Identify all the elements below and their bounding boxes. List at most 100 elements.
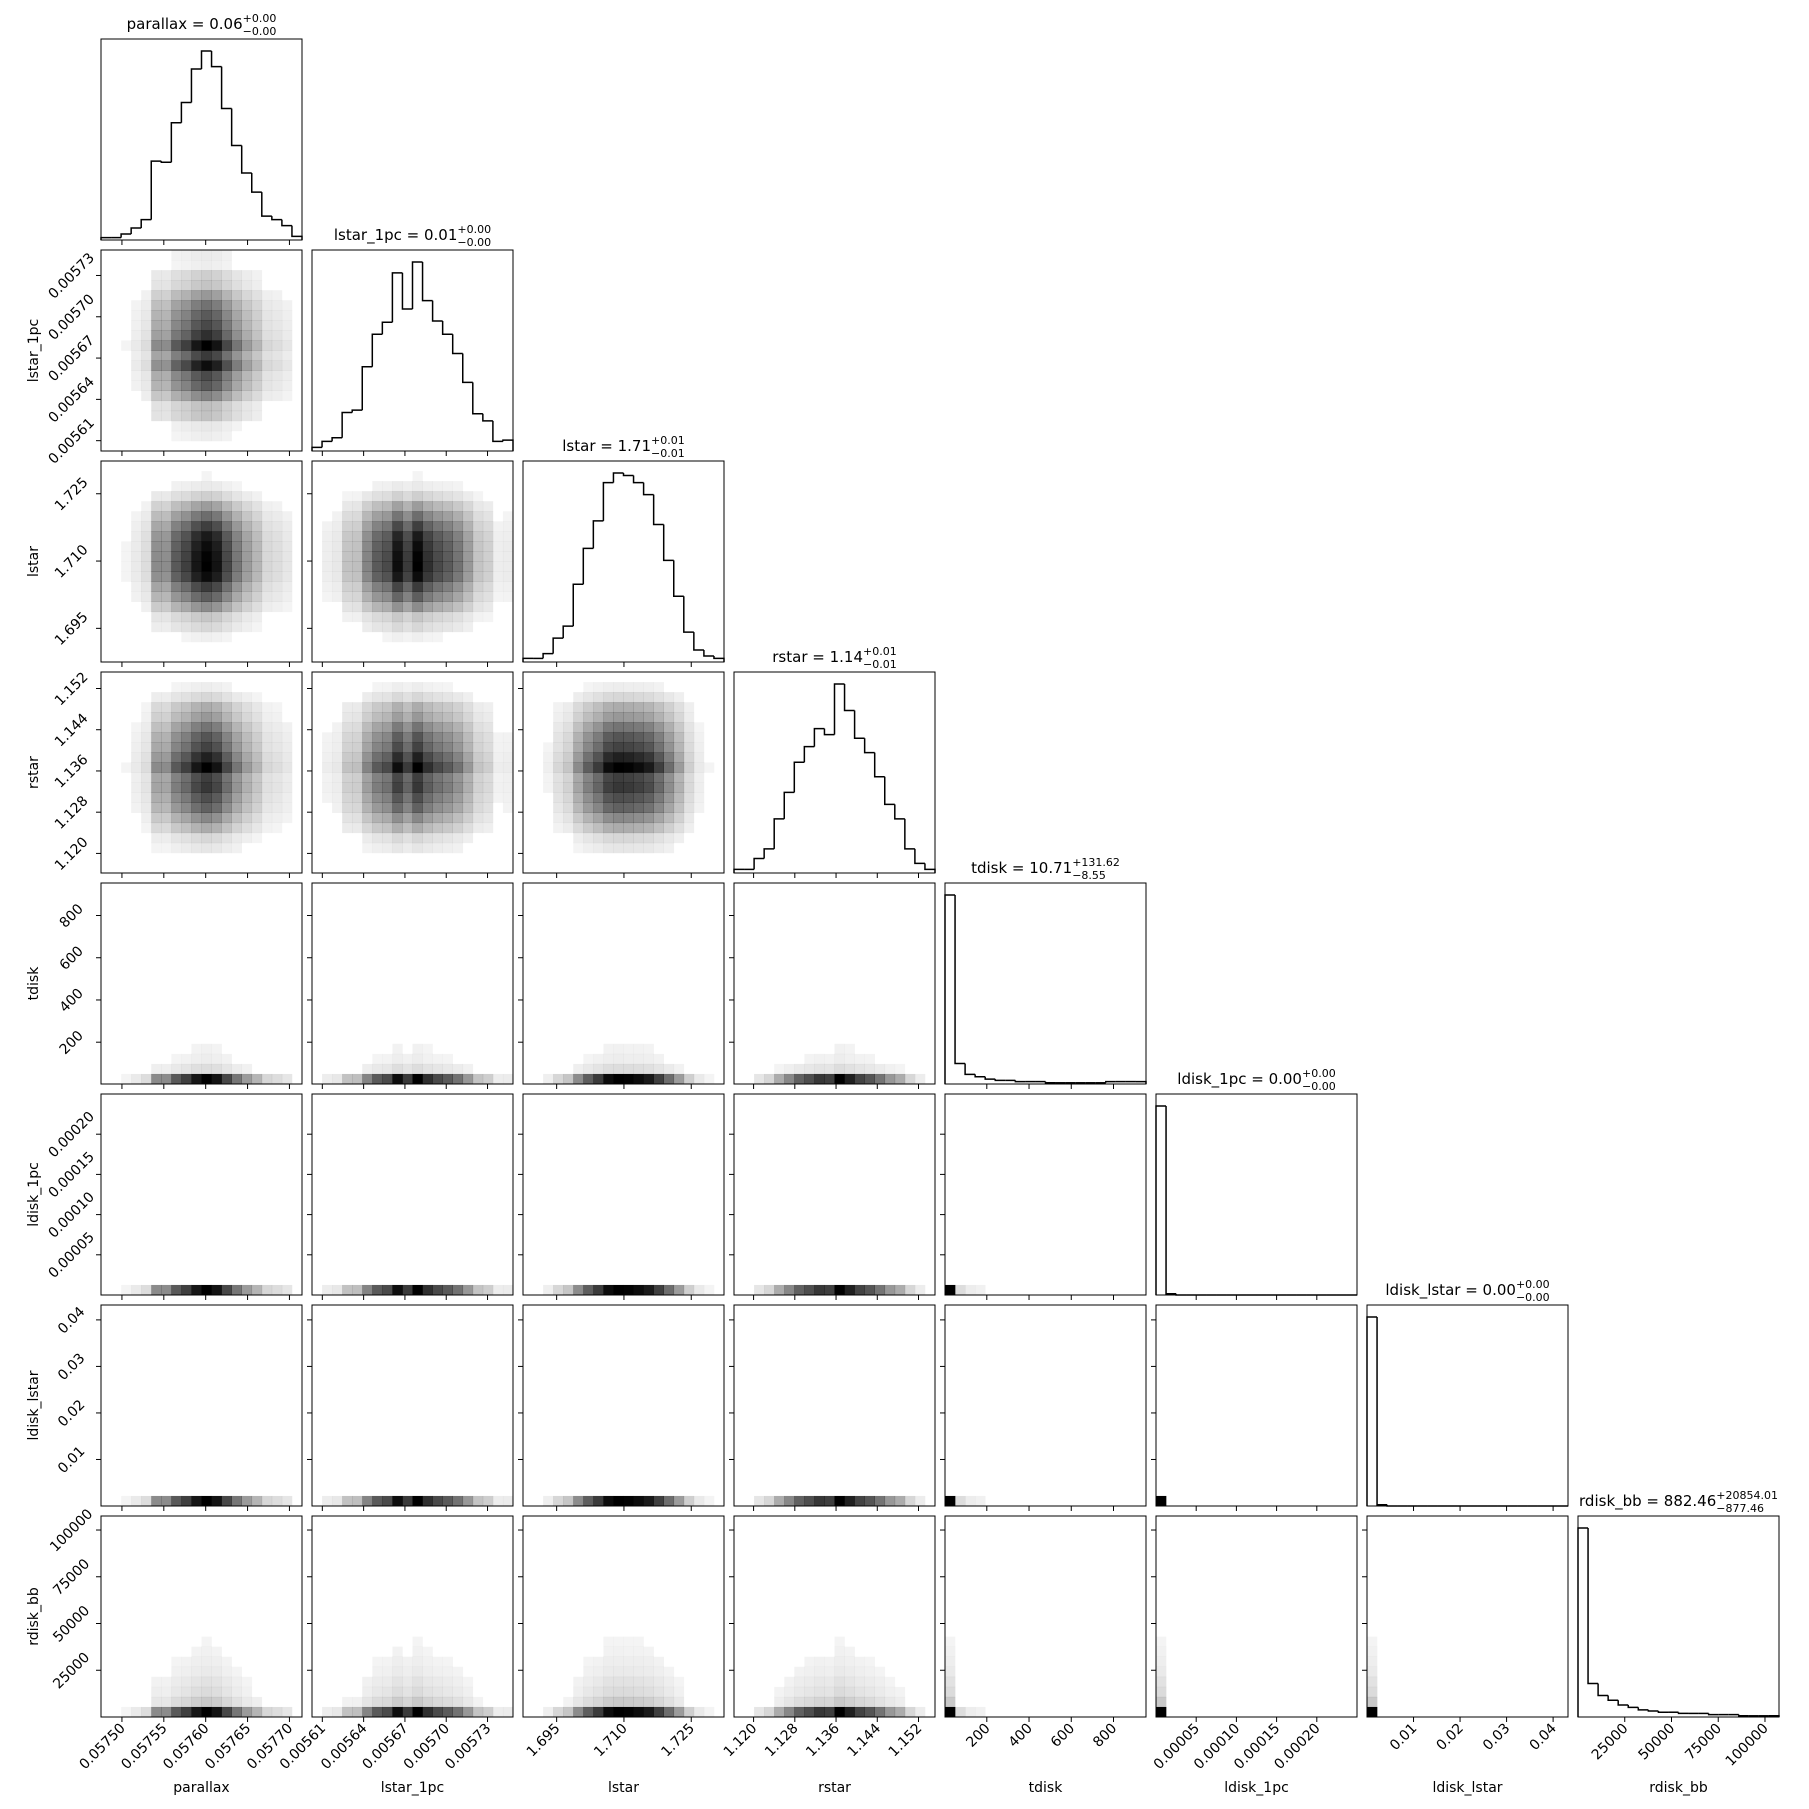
density-cell (191, 742, 202, 753)
density-cell (422, 1646, 433, 1657)
density-cell (412, 491, 423, 502)
panel-frame (100, 1515, 303, 1718)
density-cell (462, 531, 474, 542)
density-cell (663, 1706, 675, 1718)
density-cell (543, 782, 554, 793)
density-cell (784, 1073, 795, 1085)
density-cell (362, 621, 373, 633)
density-cell (181, 340, 192, 351)
density-cell (151, 772, 162, 783)
histogram-step (281, 219, 292, 227)
density-cell (643, 832, 654, 844)
density-cell (251, 1696, 263, 1708)
density-cell (653, 752, 664, 763)
density-cell (633, 802, 644, 813)
density-cell (281, 511, 293, 522)
density-cell (462, 541, 474, 552)
density-cell (553, 732, 564, 743)
density-cell (231, 1063, 242, 1075)
density-cell (141, 531, 152, 542)
density-cell (683, 792, 695, 803)
density-cell (372, 561, 383, 572)
density-cell (251, 320, 263, 331)
density-cell (1367, 1666, 1378, 1678)
density-cell (261, 531, 273, 542)
density-cell (653, 842, 664, 854)
density-cell (452, 1073, 464, 1085)
density-cell (392, 1696, 403, 1708)
density-cell (462, 591, 474, 602)
panel-frame (1577, 1515, 1780, 1718)
density-cell (834, 1495, 845, 1507)
density-panel (518, 1304, 725, 1511)
density-cell (583, 1706, 594, 1718)
density-cell (271, 1073, 283, 1085)
density-cell (583, 832, 594, 844)
density-cell (392, 812, 403, 824)
density-cell (452, 561, 464, 572)
density-cell (854, 1696, 865, 1708)
density-cell (683, 752, 695, 763)
density-cell (191, 682, 202, 693)
histogram-step (120, 233, 132, 238)
density-cell (171, 1656, 182, 1668)
density-cell (372, 1706, 383, 1718)
density-cell (271, 822, 283, 834)
density-cell (141, 762, 152, 773)
density-cell (593, 1676, 604, 1688)
histogram-step (170, 122, 182, 163)
density-cell (814, 1686, 825, 1698)
density-cell (372, 501, 383, 512)
density-cell (583, 752, 594, 763)
density-cell (673, 782, 685, 793)
density-cell (191, 571, 202, 582)
density-cell (161, 1063, 172, 1075)
density-cell (211, 1063, 222, 1075)
density-cell (161, 390, 172, 402)
density-cell (543, 1284, 554, 1296)
density-cell (502, 792, 514, 803)
density-cell (201, 822, 212, 834)
density-cell (191, 360, 202, 371)
density-cell (241, 601, 253, 613)
density-cell (241, 1284, 253, 1296)
density-cell (623, 1063, 634, 1075)
density-cell (171, 1284, 182, 1296)
density-cell (462, 782, 474, 793)
panel-title: ldisk_lstar = 0.00+0.00 −0.00 (1385, 1278, 1549, 1304)
density-cell (241, 541, 253, 552)
density-cell (241, 732, 253, 743)
density-cell (633, 1053, 644, 1065)
density-cell (281, 531, 293, 542)
density-cell (794, 1495, 805, 1507)
density-cell (422, 702, 433, 713)
density-cell (844, 1073, 855, 1085)
density-cell (231, 571, 242, 582)
density-cell (261, 712, 273, 723)
density-cell (412, 712, 423, 723)
density-cell (191, 832, 202, 844)
density-cell (422, 1073, 433, 1085)
density-cell (171, 370, 182, 381)
density-cell (693, 1284, 705, 1296)
density-cell (452, 722, 464, 733)
density-cell (573, 732, 584, 743)
density-cell (171, 350, 182, 361)
density-cell (553, 1284, 564, 1296)
density-cell (352, 812, 363, 824)
density-cell (392, 692, 403, 703)
density-cell (914, 1706, 926, 1718)
density-cell (241, 581, 253, 592)
density-cell (352, 772, 363, 783)
density-cell (151, 1706, 162, 1718)
density-cell (231, 802, 242, 813)
density-cell (161, 280, 172, 291)
density-cell (201, 722, 212, 733)
density-cell (131, 752, 142, 763)
density-cell (322, 762, 333, 773)
density-cell (593, 762, 604, 773)
histogram-step (1105, 1080, 1116, 1083)
density-cell (161, 692, 172, 703)
density-cell (382, 1063, 393, 1075)
density-cell (392, 601, 403, 613)
